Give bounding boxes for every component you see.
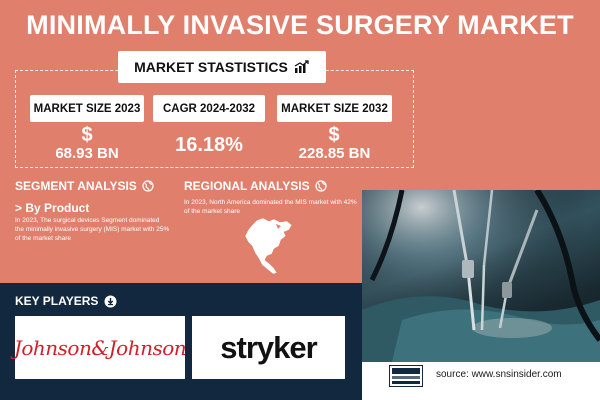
- segment-description: In 2023, The surgical devices Segment do…: [15, 217, 170, 242]
- key-players-heading: KEY PLAYERS: [15, 294, 117, 308]
- north-america-map-icon: [244, 217, 293, 275]
- stat-value-market-size-2023: 68.93 BN: [55, 145, 119, 162]
- page-title: MINIMALLY INVASIVE SURGERY MARKET: [26, 10, 574, 40]
- johnson-and-johnson-logo: Johnson&Johnson: [13, 316, 187, 379]
- stryker-wordmark: stryker: [220, 329, 317, 365]
- key-players-title: KEY PLAYERS: [15, 294, 99, 308]
- segment-analysis-title: SEGMENT ANALYSIS: [15, 179, 137, 193]
- stat-label-cagr: CAGR 2024-2032: [153, 95, 265, 122]
- stryker-logo: stryker: [192, 316, 345, 379]
- growth-chart-icon: [294, 60, 309, 73]
- sns-insider-logo: [389, 365, 423, 387]
- surgery-photo: [362, 190, 600, 362]
- dollar-icon-2032: $: [328, 124, 340, 146]
- stat-label-market-size-2032: MARKET SIZE 2032: [277, 95, 392, 122]
- regional-analysis-heading: REGIONAL ANALYSIS: [184, 179, 327, 193]
- surgery-illustration: [362, 190, 600, 362]
- regional-analysis-title: REGIONAL ANALYSIS: [184, 179, 310, 193]
- johnson-and-johnson-wordmark: Johnson&Johnson: [13, 335, 187, 360]
- stat-label-market-size-2023: MARKET SIZE 2023: [30, 95, 144, 122]
- stat-value-cagr: 16.18%: [175, 134, 243, 156]
- globe-icon: [314, 180, 327, 192]
- globe-icon: [142, 180, 154, 192]
- download-icon: [104, 295, 117, 307]
- regional-description: In 2023, North America dominated the MIS…: [184, 199, 357, 215]
- source-text: source: www.snsinsider.com: [436, 369, 562, 380]
- segment-subtitle: > By Product: [15, 201, 90, 215]
- dollar-icon-2023: $: [81, 124, 93, 146]
- market-statistics-text: MARKET STASTISTICS: [134, 59, 288, 75]
- market-statistics-label: MARKET STASTISTICS: [118, 51, 326, 83]
- segment-analysis-heading: SEGMENT ANALYSIS: [15, 179, 154, 193]
- stat-value-market-size-2032: 228.85 BN: [298, 145, 371, 162]
